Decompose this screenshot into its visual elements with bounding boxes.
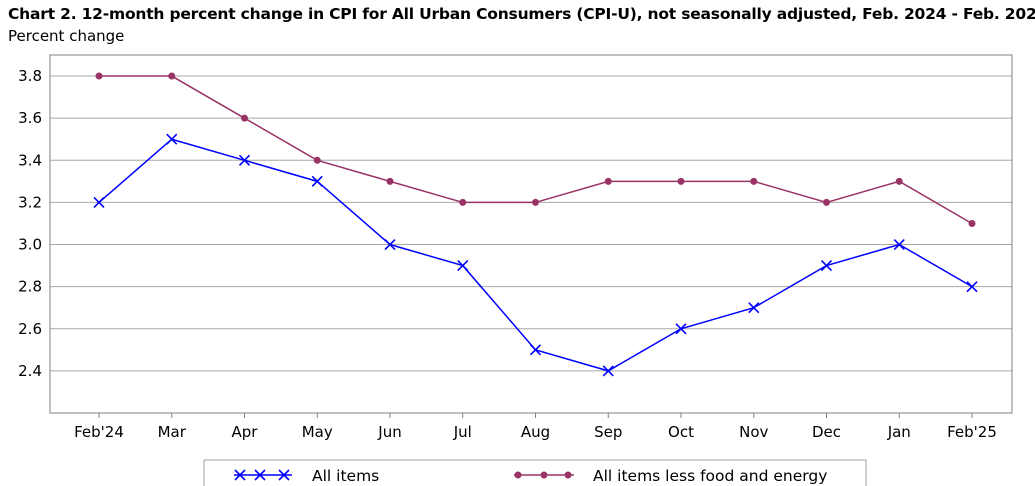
data-point-marker [820,260,833,272]
data-point-marker [893,238,905,251]
legend: All items All items less food and energy [203,459,867,486]
x-tick-label: Jun [377,423,401,441]
y-tick-label: 3.0 [18,236,42,254]
data-point-marker [238,154,251,166]
x-tick-label: Mar [158,423,187,441]
data-point-marker [604,177,612,185]
data-point-marker [602,365,614,377]
data-point-marker [675,323,687,335]
data-point-marker [823,198,830,206]
y-tick-label: 3.4 [18,151,42,169]
series-core [95,72,976,227]
data-point-marker [168,72,176,80]
legend-box [203,459,867,486]
data-point-marker [966,281,978,293]
data-point-marker [532,198,539,206]
series-all-items [93,133,978,377]
data-point-marker [241,114,248,122]
data-point-marker [968,219,976,227]
gridlines [50,75,1012,372]
legend-x-marker [254,469,266,481]
x-tick-label: Dec [812,423,841,441]
data-point-marker [750,177,758,185]
legend-x-marker [278,469,290,481]
x-tick-label: May [302,423,333,441]
x-tick-label: Oct [668,423,694,441]
y-tick-label: 2.4 [18,362,42,380]
data-point-marker [313,156,321,164]
data-point-marker [384,238,396,251]
data-point-marker [895,177,903,185]
x-tick-label: Sep [594,423,622,441]
data-point-marker [457,260,469,272]
series-group [93,72,978,377]
x-tick-label: Aug [521,423,550,441]
y-axis: 3.8 3.6 3.4 3.2 3.0 2.8 2.6 2.4 [18,67,42,380]
data-point-marker [677,177,685,185]
y-tick-label: 3.8 [18,67,42,85]
legend-dot-marker [514,471,522,479]
plot-area [49,54,1013,414]
x-axis: Feb'24 Mar Apr May Jun Jul Aug Sep Oct Nov Dec Jan F… [74,413,997,441]
y-tick-label: 3.6 [18,109,42,127]
legend-dot-marker [564,471,572,479]
data-point-marker [311,175,323,187]
x-tick-label: Apr [232,423,259,441]
y-tick-label: 2.8 [18,278,42,296]
data-point-marker [459,198,467,206]
data-point-marker [386,177,394,185]
x-tick-label: Jan [887,423,911,441]
y-tick-label: 3.2 [18,193,42,211]
legend-dot-marker [540,471,548,479]
chart-title: Chart 2. 12-month percent change in CPI … [8,5,1035,23]
y-tick-label: 2.6 [18,320,42,338]
x-tick-label: Jul [453,423,472,441]
x-tick-label: Feb'24 [74,423,124,441]
data-point-marker [95,72,103,80]
legend-label: All items [312,467,379,485]
y-axis-label: Percent change [8,27,125,45]
x-tick-label: Nov [739,423,768,441]
data-point-marker [93,196,105,208]
data-point-marker [166,133,178,145]
legend-label: All items less food and energy [593,467,827,485]
data-point-marker [748,302,760,314]
series-line [98,138,973,372]
data-point-marker [529,344,542,356]
legend-x-marker [234,469,246,481]
x-tick-label: Feb'25 [947,423,997,441]
legend-item-all-items: All items [234,467,379,485]
legend-item-core: All items less food and energy [514,467,827,485]
